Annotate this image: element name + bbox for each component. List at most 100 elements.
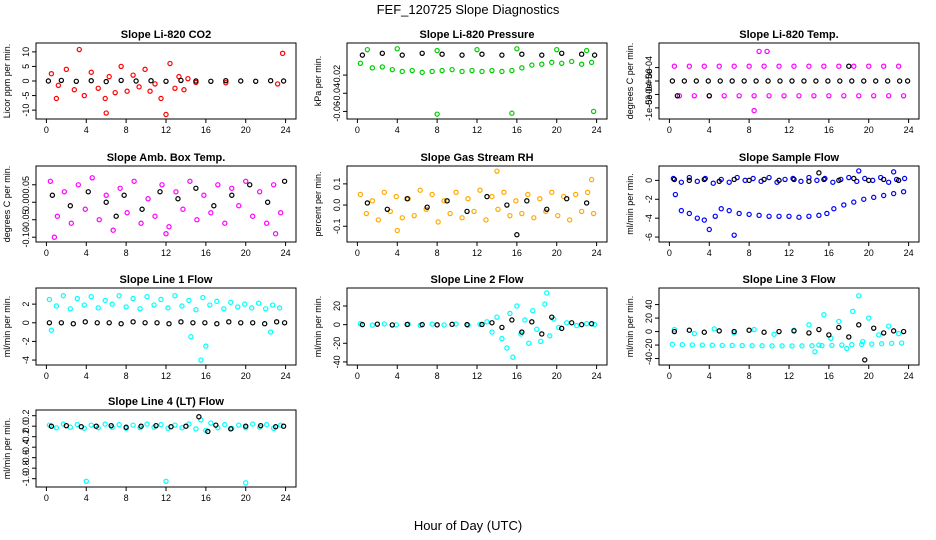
data-points	[669, 293, 907, 363]
data-point	[363, 210, 370, 217]
data-point	[131, 178, 137, 184]
data-point	[729, 342, 735, 349]
x-tick-label: 24	[904, 371, 914, 381]
data-point	[165, 305, 171, 311]
data-point	[193, 307, 199, 313]
data-point	[766, 213, 772, 219]
data-point	[429, 191, 435, 198]
data-point	[537, 196, 543, 202]
y-tick-label: -0.1	[332, 218, 342, 234]
data-point	[179, 303, 185, 309]
panel-2: Slope Li-820 Pressure kPa per min. 0 4 8 12 16…	[313, 29, 608, 135]
x-tick-label: 16	[201, 248, 211, 258]
data-point	[250, 213, 256, 219]
data-point	[746, 211, 752, 218]
x-tick-label: 24	[592, 371, 602, 381]
data-point	[731, 63, 737, 69]
data-point	[123, 424, 129, 430]
data-point	[568, 320, 575, 326]
data-point	[185, 75, 191, 82]
data-point	[519, 329, 525, 335]
y-tick-label: -2	[644, 195, 654, 203]
y-axis-label: Licor ppm per min.	[2, 44, 12, 119]
data-point	[102, 421, 108, 427]
x-tick-label: 4	[84, 248, 89, 258]
data-point	[76, 46, 82, 53]
data-point	[228, 299, 234, 305]
data-point	[819, 342, 825, 349]
y-tick-label: -0.6	[21, 450, 31, 466]
data-point	[578, 51, 585, 57]
x-tick-label: 20	[241, 493, 251, 503]
data-point	[389, 66, 395, 73]
data-point	[501, 189, 507, 196]
x-tick-label: 24	[281, 371, 291, 381]
data-point	[272, 231, 279, 237]
data-point	[215, 182, 221, 188]
data-point	[706, 226, 712, 233]
data-point	[731, 232, 737, 238]
data-point	[699, 342, 705, 348]
x-tick-label: 0	[44, 125, 49, 135]
data-point	[364, 46, 371, 53]
data-point	[489, 320, 495, 326]
data-point	[816, 342, 822, 348]
x-tick-label: 8	[124, 125, 129, 135]
data-point	[671, 176, 678, 183]
data-point	[519, 210, 525, 217]
data-point	[717, 78, 723, 84]
panel-title: Slope Li-820 Pressure	[420, 29, 535, 41]
data-point	[53, 425, 60, 431]
data-point	[719, 342, 725, 349]
x-tick-label: 0	[667, 125, 672, 135]
data-point	[824, 210, 830, 217]
data-point	[564, 320, 570, 326]
data-point	[399, 52, 405, 58]
panel-title: Slope Line 4 (LT) Flow	[108, 396, 224, 408]
data-point	[861, 196, 867, 202]
x-tick-label: 4	[84, 493, 89, 503]
data-point	[686, 174, 693, 181]
data-point	[409, 67, 415, 74]
data-point	[678, 179, 685, 185]
data-points	[47, 175, 288, 240]
data-point	[751, 107, 757, 114]
data-point	[701, 217, 707, 223]
data-point	[701, 176, 707, 183]
data-points	[357, 168, 597, 238]
y-tick-label: -5	[21, 92, 31, 100]
panels-group: Slope Li-820 CO2 Licor ppm per min. 0 4 8 12 1…	[2, 29, 920, 503]
data-point	[876, 332, 882, 338]
data-point	[821, 311, 827, 318]
data-point	[109, 301, 115, 307]
data-point	[223, 80, 229, 86]
data-point	[900, 93, 907, 99]
data-point	[529, 62, 535, 68]
data-points	[669, 48, 911, 114]
data-point	[364, 200, 371, 206]
data-point	[188, 334, 194, 340]
x-tick-label: 12	[472, 125, 482, 135]
data-point	[213, 422, 219, 428]
data-point	[484, 193, 490, 200]
x-tick-label: 0	[44, 248, 49, 258]
y-tick-label: 0.0	[21, 420, 31, 433]
data-point	[765, 78, 771, 84]
x-tick-label: 4	[84, 125, 89, 135]
data-point	[591, 321, 598, 328]
data-point	[175, 196, 181, 202]
y-tick-label: -6	[644, 233, 654, 241]
data-point	[194, 217, 200, 223]
data-point	[167, 60, 173, 67]
data-point	[830, 179, 836, 185]
data-point	[749, 343, 755, 349]
data-point	[264, 199, 271, 205]
data-point	[844, 345, 850, 352]
data-point	[142, 66, 148, 73]
data-point	[588, 59, 595, 66]
data-points	[46, 414, 287, 486]
y-tick-label: 0.2	[21, 409, 31, 422]
data-point	[374, 321, 381, 327]
y-tick-label: -40	[644, 352, 654, 365]
data-point	[102, 95, 108, 102]
